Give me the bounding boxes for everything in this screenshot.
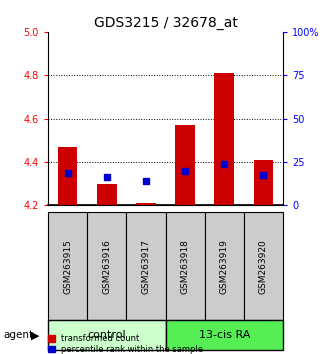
Text: agent: agent (3, 330, 33, 340)
Bar (166, 320, 283, 350)
Bar (214, 73, 234, 205)
Bar (48, 212, 87, 320)
Bar (175, 125, 195, 205)
Bar (254, 160, 273, 205)
Text: GSM263919: GSM263919 (220, 239, 229, 294)
Bar (97, 184, 117, 205)
Text: GSM263918: GSM263918 (181, 239, 190, 294)
Bar (126, 212, 166, 320)
Bar (58, 147, 77, 205)
Bar (244, 212, 283, 320)
Text: GSM263915: GSM263915 (63, 239, 72, 294)
Text: 13-cis RA: 13-cis RA (199, 330, 250, 340)
Text: GSM263917: GSM263917 (141, 239, 150, 294)
Text: control: control (87, 330, 126, 340)
Text: GSM263920: GSM263920 (259, 239, 268, 293)
Bar (136, 203, 156, 205)
Legend: transformed count, percentile rank within the sample: transformed count, percentile rank withi… (48, 334, 203, 354)
Text: GSM263916: GSM263916 (102, 239, 111, 294)
Text: ▶: ▶ (31, 330, 40, 340)
Text: GDS3215 / 32678_at: GDS3215 / 32678_at (94, 16, 237, 30)
Bar (166, 212, 205, 320)
Bar (87, 212, 126, 320)
Bar (205, 212, 244, 320)
Bar (48, 320, 166, 350)
